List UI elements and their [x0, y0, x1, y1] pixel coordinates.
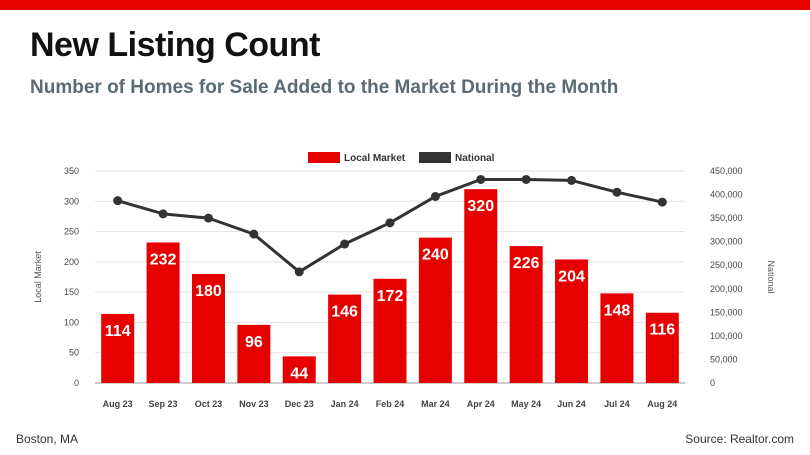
y-tick-label: 0	[74, 378, 79, 388]
bar	[464, 189, 498, 383]
national-point	[340, 239, 350, 249]
page-subtitle: Number of Homes for Sale Added to the Ma…	[30, 77, 619, 98]
x-tick-label: Mar 24	[421, 399, 450, 409]
y-tick-label: 300	[64, 196, 79, 206]
national-point	[430, 191, 440, 201]
national-point	[476, 174, 486, 184]
bar	[555, 259, 589, 383]
bar	[373, 278, 407, 383]
bar	[101, 313, 135, 383]
x-tick-label: May 24	[511, 399, 541, 409]
source-label: Source: Realtor.com	[685, 432, 794, 446]
bar-data-label: 240	[422, 247, 449, 264]
national-point	[612, 187, 622, 197]
bar-data-label: 204	[558, 268, 585, 285]
y-tick-label: 350	[64, 166, 79, 176]
bar	[645, 312, 679, 383]
bar-data-label: 180	[195, 283, 222, 300]
bar-data-label: 114	[105, 323, 131, 340]
bar-data-label: 148	[604, 302, 631, 319]
y-tick-label: 50	[69, 348, 79, 358]
bar	[509, 246, 543, 383]
national-point	[249, 229, 259, 239]
national-point	[521, 174, 531, 184]
x-tick-label: Jun 24	[557, 399, 586, 409]
x-tick-label: Oct 23	[195, 399, 223, 409]
x-tick-label: Nov 23	[239, 399, 269, 409]
bar	[237, 324, 271, 383]
bar-data-label: 116	[649, 322, 675, 339]
y2-tick-label: 200,000	[710, 284, 743, 294]
y2-tick-label: 400,000	[710, 190, 743, 200]
y2-tick-label: 50,000	[710, 354, 738, 364]
y-tick-label: 150	[64, 287, 79, 297]
x-tick-label: Jan 24	[331, 399, 359, 409]
bar-data-label: 146	[331, 304, 358, 321]
legend-label-local: Local Market	[344, 153, 406, 164]
legend-swatch-national	[419, 152, 451, 163]
national-point	[158, 209, 168, 219]
y2-tick-label: 0	[710, 378, 715, 388]
national-point	[385, 218, 395, 228]
x-tick-label: Sep 23	[149, 399, 178, 409]
y2-tick-label: 250,000	[710, 260, 743, 270]
national-point	[113, 196, 123, 206]
y-tick-label: 250	[64, 227, 79, 237]
x-tick-label: Apr 24	[467, 399, 495, 409]
x-tick-label: Dec 23	[285, 399, 314, 409]
y-tick-label: 200	[64, 257, 79, 267]
x-tick-label: Jul 24	[604, 399, 630, 409]
y2-tick-label: 350,000	[710, 213, 743, 223]
national-point	[203, 213, 213, 223]
bar	[191, 273, 225, 383]
y2-tick-label: 150,000	[710, 307, 743, 317]
bar	[146, 242, 180, 383]
bar-data-label: 44	[290, 365, 308, 382]
national-point	[294, 267, 304, 277]
y2-tick-label: 300,000	[710, 237, 743, 247]
location-label: Boston, MA	[16, 432, 79, 446]
bar-data-label: 96	[245, 334, 263, 351]
bar	[600, 293, 634, 383]
x-tick-label: Feb 24	[376, 399, 405, 409]
y-axis-title: Local Market	[33, 251, 43, 303]
y2-tick-label: 450,000	[710, 166, 743, 176]
x-tick-label: Aug 23	[103, 399, 133, 409]
page-title: New Listing Count	[30, 26, 320, 64]
legend-swatch-local	[308, 152, 340, 163]
y2-axis-title: National	[766, 260, 776, 293]
top-accent-bar	[0, 0, 810, 10]
bar	[282, 356, 316, 383]
bar-data-label: 226	[513, 255, 540, 272]
national-point	[657, 197, 667, 207]
bar	[328, 294, 362, 383]
bar	[418, 237, 452, 383]
y2-tick-label: 100,000	[710, 331, 743, 341]
bar-data-label: 320	[467, 198, 494, 215]
bar-data-label: 172	[377, 288, 404, 305]
legend-label-national: National	[455, 153, 495, 164]
bar-data-label: 232	[150, 251, 177, 268]
y-tick-label: 100	[64, 317, 79, 327]
x-tick-label: Aug 24	[647, 399, 677, 409]
national-point	[567, 175, 577, 185]
